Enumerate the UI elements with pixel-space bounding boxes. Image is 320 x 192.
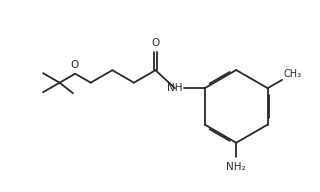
Text: NH: NH bbox=[167, 83, 183, 93]
Text: CH₃: CH₃ bbox=[284, 69, 302, 79]
Text: O: O bbox=[71, 60, 79, 70]
Text: O: O bbox=[152, 38, 160, 48]
Text: NH₂: NH₂ bbox=[226, 162, 246, 172]
